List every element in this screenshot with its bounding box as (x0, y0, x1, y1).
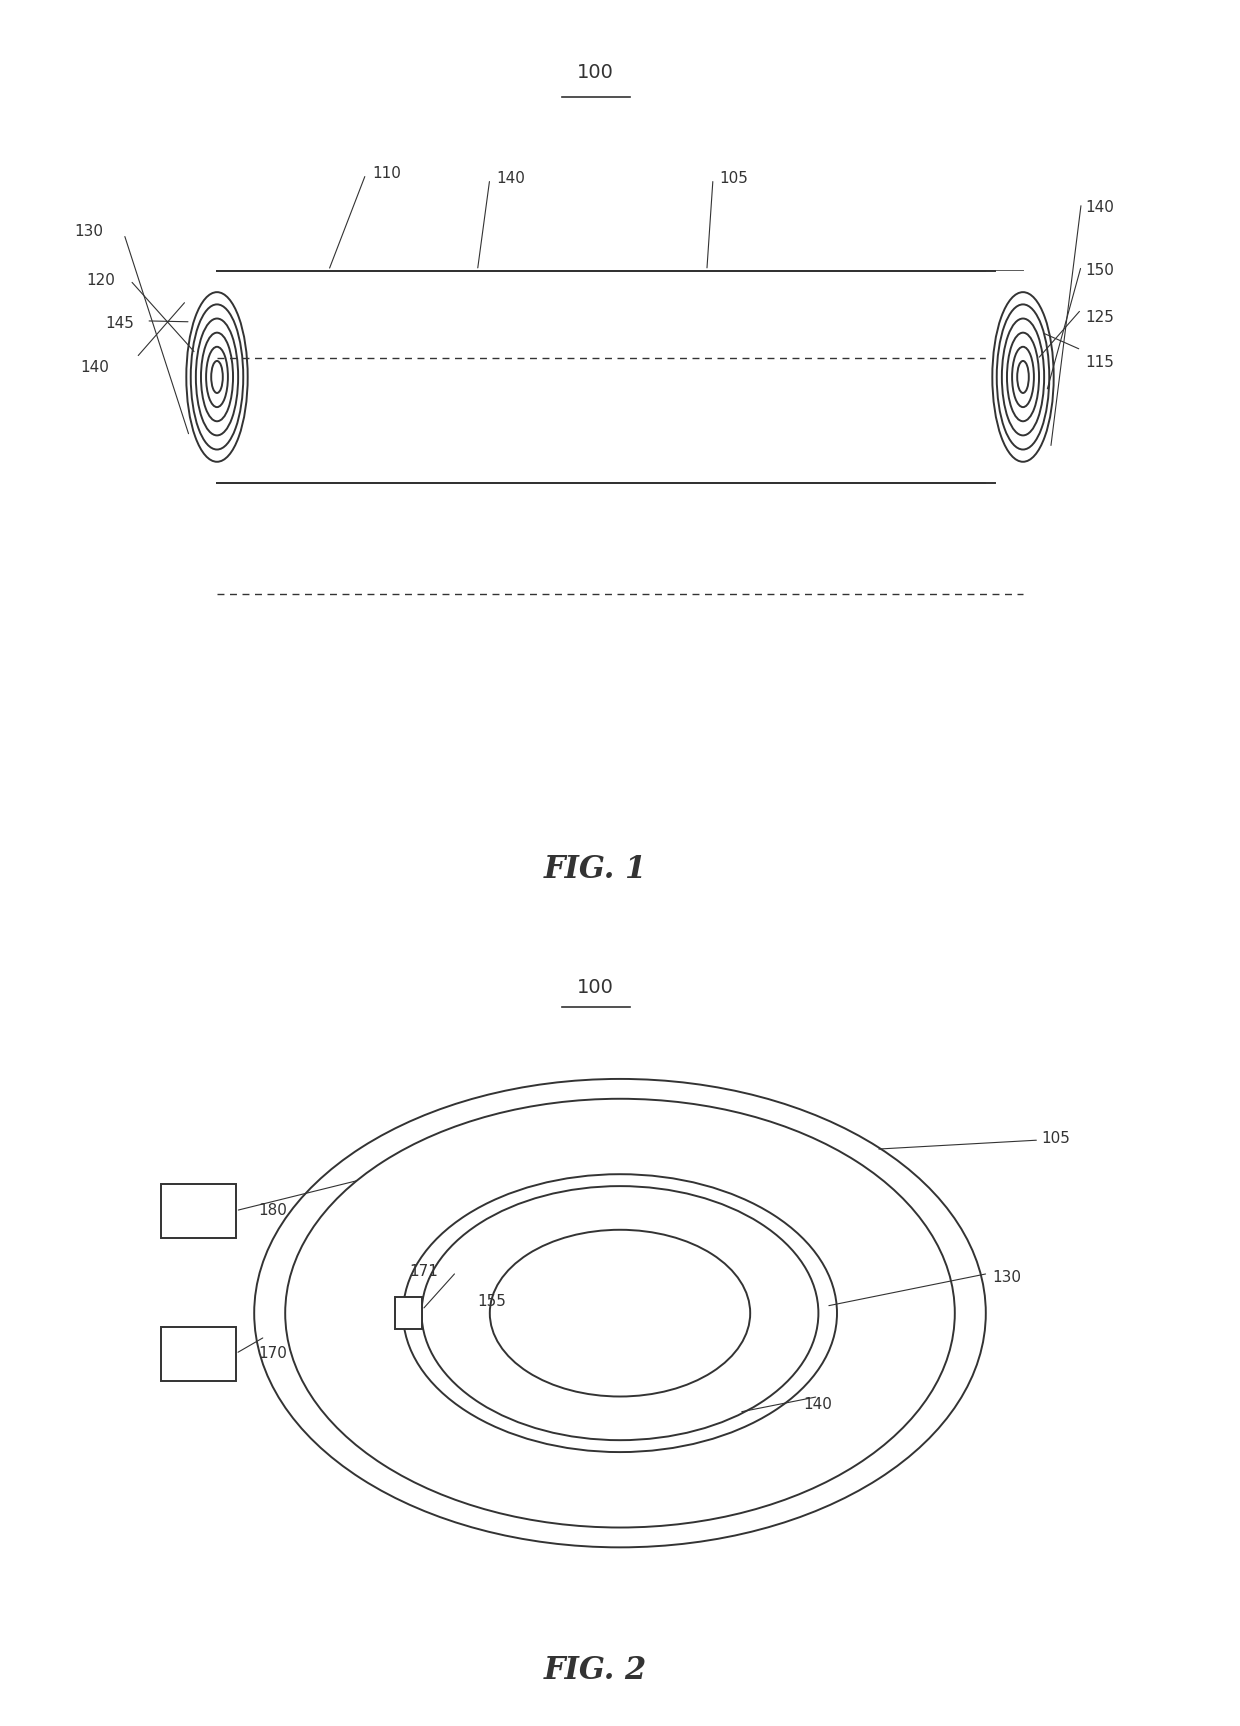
Text: 145: 145 (105, 316, 134, 331)
Text: 170: 170 (258, 1346, 286, 1362)
Text: 130: 130 (992, 1270, 1021, 1284)
Text: 171: 171 (409, 1265, 438, 1279)
Text: 105: 105 (719, 171, 748, 186)
Bar (161, 1327, 236, 1381)
Bar (161, 1184, 236, 1238)
Text: 180: 180 (258, 1203, 286, 1219)
Text: 110: 110 (372, 166, 401, 181)
Bar (394, 1298, 422, 1329)
Text: 140: 140 (81, 359, 109, 375)
Text: 120: 120 (87, 273, 115, 288)
Text: 155: 155 (477, 1294, 506, 1308)
Text: 150: 150 (1085, 262, 1114, 278)
Bar (986, 271, 1060, 483)
Text: 115: 115 (1085, 356, 1114, 369)
Text: FIG. 1: FIG. 1 (543, 854, 647, 885)
Text: 140: 140 (496, 171, 525, 186)
Text: 140: 140 (804, 1396, 832, 1412)
Text: 105: 105 (1042, 1131, 1070, 1146)
Text: 100: 100 (577, 62, 614, 83)
Ellipse shape (992, 292, 1054, 463)
Text: FIG. 2: FIG. 2 (543, 1655, 647, 1686)
Text: 140: 140 (1085, 200, 1114, 216)
Text: 100: 100 (577, 979, 614, 998)
Text: 125: 125 (1085, 309, 1114, 324)
Text: 130: 130 (74, 224, 103, 240)
